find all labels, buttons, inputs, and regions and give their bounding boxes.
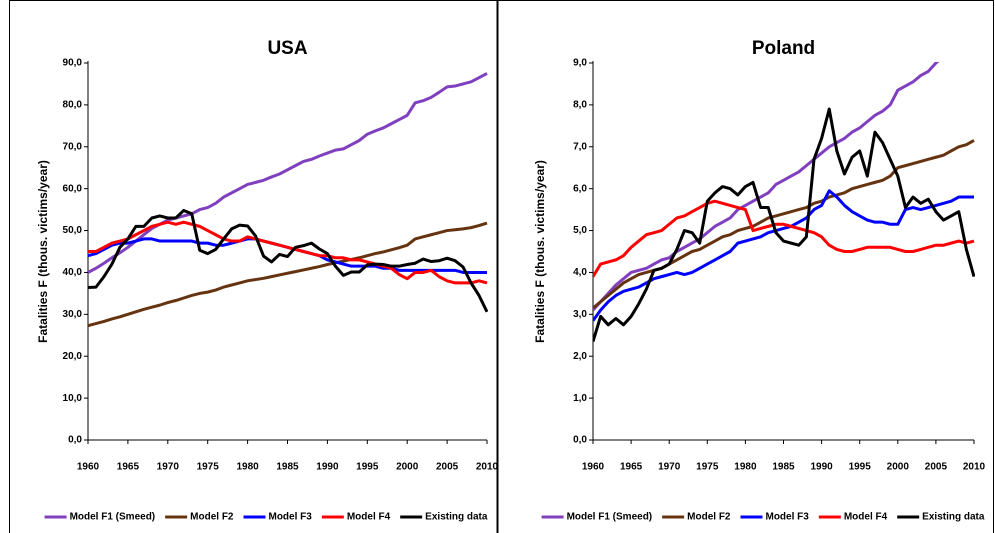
series-line	[88, 72, 488, 274]
y-tick-label: 9,0	[573, 58, 587, 69]
x-tick-label: 1975	[696, 462, 719, 473]
x-tick-label: 1985	[772, 462, 795, 473]
x-tick-label: 1980	[236, 462, 259, 473]
y-tick-label: 50,0	[63, 225, 83, 236]
legend-label: Existing data	[425, 512, 488, 523]
legend-label: Model F4	[844, 512, 888, 523]
x-tick-label: 1980	[734, 462, 757, 473]
legend: Model F1 (Smeed) Model F2 Model F3 Model F4…	[541, 512, 985, 523]
y-tick-label: 70,0	[63, 141, 83, 152]
y-tick-label: 0,0	[573, 435, 587, 446]
y-tick-label: 30,0	[63, 309, 83, 320]
legend-label: Model F4	[347, 512, 391, 523]
x-tick-label: 1970	[157, 462, 180, 473]
x-tick-label: 1985	[276, 462, 299, 473]
y-tick-label: 60,0	[63, 183, 83, 194]
series-line	[88, 221, 488, 328]
y-tick-label: 0,0	[68, 435, 82, 446]
legend-label: Model F3	[765, 512, 809, 523]
x-tick-label: 2010	[963, 462, 986, 473]
x-tick-label: 1960	[582, 462, 605, 473]
legend-label: Model F2	[687, 512, 731, 523]
y-tick-label: 10,0	[63, 393, 83, 404]
x-tick-label: 1995	[356, 462, 379, 473]
y-tick-label: 90,0	[63, 58, 83, 69]
x-tick-label: 1990	[810, 462, 833, 473]
x-tick-label: 1990	[316, 462, 339, 473]
x-tick-label: 1970	[658, 462, 681, 473]
legend-label: Model F1 (Smeed)	[567, 512, 653, 523]
y-tick-label: 8,0	[573, 100, 587, 111]
legend-label: Model F3	[268, 512, 312, 523]
x-tick-label: 1975	[197, 462, 220, 473]
y-tick-label: 1,0	[573, 393, 587, 404]
y-tick-label: 40,0	[63, 267, 83, 278]
x-tick-label: 2005	[436, 462, 459, 473]
x-tick-label: 1960	[77, 462, 100, 473]
chart-title: USA	[267, 38, 307, 59]
series-line	[593, 107, 975, 342]
x-tick-label: 1995	[849, 462, 872, 473]
y-axis-label: Fatalities F (thous. victims/year)	[533, 160, 547, 343]
legend-label: Model F1 (Smeed)	[70, 512, 156, 523]
x-tick-label: 2010	[476, 462, 499, 473]
series-line	[593, 199, 975, 278]
y-tick-label: 5,0	[573, 225, 587, 236]
legend: Model F1 (Smeed) Model F2 Model F3 Model F4…	[44, 512, 488, 523]
series-line	[88, 208, 488, 313]
chart-title: Poland	[752, 38, 815, 59]
y-tick-label: 2,0	[573, 351, 587, 362]
x-tick-label: 1965	[117, 462, 140, 473]
x-tick-label: 2005	[925, 462, 948, 473]
plot-area	[88, 72, 488, 328]
x-tick-label: 1965	[620, 462, 643, 473]
y-tick-label: 80,0	[63, 100, 83, 111]
y-axis-label: Fatalities F (thous. victims/year)	[36, 160, 50, 343]
y-tick-label: 6,0	[573, 183, 587, 194]
x-tick-label: 2000	[887, 462, 910, 473]
legend-label: Existing data	[922, 512, 985, 523]
plot-area	[593, 62, 975, 342]
series-line	[593, 62, 940, 312]
y-tick-label: 3,0	[573, 309, 587, 320]
x-tick-label: 2000	[396, 462, 419, 473]
legend-label: Model F2	[190, 512, 234, 523]
y-tick-label: 7,0	[573, 141, 587, 152]
y-tick-label: 4,0	[573, 267, 587, 278]
y-tick-label: 20,0	[63, 351, 83, 362]
series-line	[593, 189, 974, 322]
series-line	[88, 220, 488, 285]
